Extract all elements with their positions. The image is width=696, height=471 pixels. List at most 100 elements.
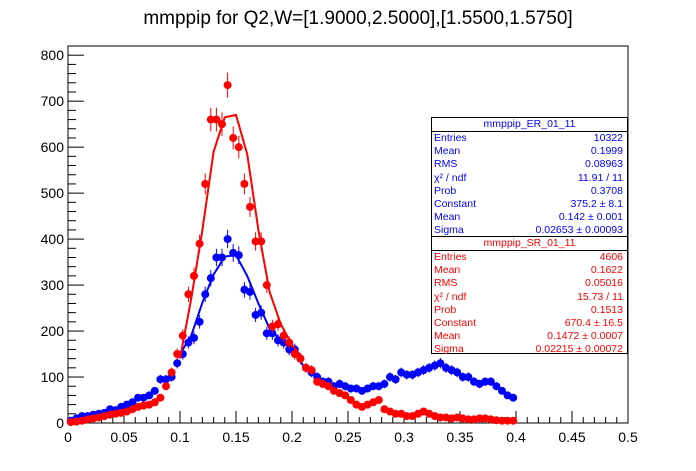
stat-value: 0.142 ± 0.001 [558, 211, 623, 224]
data-point [167, 368, 176, 377]
stat-value: 15.73 / 11 [577, 290, 623, 303]
y-tick-label: 100 [41, 369, 65, 385]
data-point [391, 375, 400, 384]
data-point [503, 416, 512, 425]
data-point [509, 393, 518, 402]
stat-label: Sigma [434, 343, 464, 356]
stat-label: Mean [434, 264, 461, 277]
stat-row: Mean 0.1622 [432, 264, 627, 277]
stat-label: RMS [434, 277, 458, 290]
data-point [156, 375, 165, 384]
data-point [402, 412, 411, 421]
data-point [346, 384, 355, 393]
stat-row: Mean 0.1472 ± 0.0007 [432, 330, 627, 343]
stat-row: Constant 375.2 ± 8.1 [432, 198, 627, 211]
data-point [498, 386, 506, 395]
data-point [212, 253, 221, 262]
data-point [173, 359, 182, 368]
data-point [268, 329, 277, 338]
stat-row: Sigma 0.02215 ± 0.00072 [432, 343, 627, 356]
data-point [195, 239, 204, 248]
data-point [195, 317, 204, 326]
x-tick-label: 0.5 [618, 429, 638, 445]
y-tick-label: 0 [56, 415, 64, 431]
stat-label: Constant [434, 316, 477, 329]
data-point [380, 379, 389, 388]
series-layer [66, 72, 518, 427]
stat-row: RMS 0.05016 [432, 277, 627, 290]
data-point [402, 370, 411, 379]
data-point [274, 320, 282, 329]
data-point [162, 382, 170, 391]
stat-label: Mean [434, 330, 461, 343]
data-point [257, 237, 266, 246]
data-point [481, 377, 490, 386]
data-point [234, 251, 243, 260]
stat-row: Prob 0.3708 [432, 185, 627, 198]
x-tick-label: 0.15 [222, 429, 249, 445]
x-tick-label: 0.1 [170, 429, 190, 445]
data-point [218, 253, 226, 262]
y-tick-label: 300 [41, 277, 65, 293]
data-point [206, 115, 215, 124]
stat-row: χ² / ndf 11.91 / 11 [432, 172, 627, 185]
stat-value: 0.3708 [590, 184, 623, 197]
data-point [246, 287, 254, 296]
data-point [223, 81, 232, 90]
axes: 0 0.05 0.1 0.15 0.2 0.25 0.3 0.35 0.4 0.45 0.5 0 100… [41, 45, 638, 445]
stat-value: 10322 [593, 132, 623, 144]
stat-value: 0.08963 [585, 158, 623, 171]
stat-row: Mean 0.142 ± 0.001 [432, 211, 627, 224]
data-point [285, 338, 294, 347]
data-point [341, 391, 350, 400]
data-point [150, 386, 159, 395]
x-tick-label: 0.45 [558, 429, 585, 445]
data-point [464, 415, 473, 424]
x-tick-label: 0.4 [506, 429, 526, 445]
stat-row: Entries 4606 [432, 251, 627, 264]
stat-value: 670.4 ± 16.5 [564, 316, 623, 329]
data-point [391, 409, 400, 418]
data-point [201, 179, 210, 188]
data-point [307, 366, 316, 375]
stat-value: 0.1999 [590, 145, 623, 158]
x-tick-label: 0.2 [282, 429, 302, 445]
stat-label: Prob [434, 184, 457, 197]
stat-label: Entries [434, 251, 467, 263]
data-point [190, 333, 198, 342]
stat-row: RMS 0.08963 [432, 158, 627, 171]
data-point [324, 382, 333, 391]
stat-value: 11.91 / 11 [577, 171, 623, 184]
x-tick-label: 0 [64, 429, 72, 445]
data-point [498, 416, 506, 425]
y-tick-label: 200 [41, 323, 65, 339]
stat-row: Constant 670.4 ± 16.5 [432, 317, 627, 330]
data-point [212, 115, 221, 124]
data-point [173, 350, 182, 359]
data-point [285, 345, 294, 354]
data-point [240, 179, 249, 188]
stat-box-title: mmppip_SR_01_11 [432, 237, 627, 251]
stat-row: Sigma 0.02653 ± 0.00093 [432, 224, 627, 237]
data-point [246, 202, 254, 211]
data-point [145, 391, 154, 400]
data-point [201, 290, 210, 299]
stat-label: Sigma [434, 224, 464, 237]
stat-value: 4606 [599, 251, 623, 263]
stat-value: 375.2 ± 8.1 [570, 197, 623, 210]
stat-label: χ² / ndf [434, 290, 467, 303]
y-tick-label: 600 [41, 139, 65, 155]
data-point [262, 281, 271, 290]
data-point [234, 143, 243, 152]
data-point [262, 329, 271, 338]
data-point [509, 416, 518, 425]
data-point [178, 331, 187, 340]
stat-label: χ² / ndf [434, 171, 467, 184]
stat-value: 0.02215 ± 0.00072 [535, 343, 623, 356]
y-tick-label: 400 [41, 231, 65, 247]
stat-label: Mean [434, 145, 461, 158]
stat-box-sr: mmppip_SR_01_11 Entries 4606 Mean 0.1622 RMS… [431, 236, 628, 356]
data-point [279, 338, 288, 347]
stat-label: RMS [434, 158, 458, 171]
y-tick-label: 500 [41, 185, 65, 201]
